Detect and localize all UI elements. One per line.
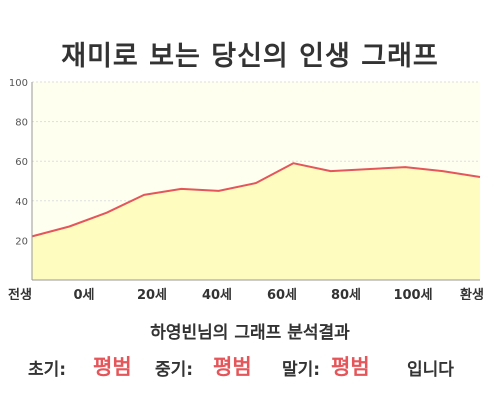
y-tick-label: 60	[15, 157, 28, 168]
result-suffix: 입니다	[407, 360, 454, 380]
middle-value: 평범	[213, 355, 252, 379]
y-tick-label: 80	[15, 118, 28, 129]
result-subtitle: 하영빈님의 그래프 분석결과	[150, 323, 350, 343]
middle-label: 중기:	[155, 360, 194, 380]
y-tick-label: 40	[15, 197, 28, 208]
life-graph-chart: 20 40 60 80 100 전생 0세 20세 40세 60세 80세 100세 환생	[8, 78, 484, 300]
chart-title: 재미로 보는 당신의 인생 그래프	[61, 41, 439, 72]
result-line: 초기: 평범 중기: 평범 말기: 평범 입니다	[0, 351, 500, 381]
x-axis-ticks: 전생 0세 20세 40세 60세 80세 100세 환생	[8, 287, 484, 300]
late-value: 평범	[331, 355, 370, 379]
x-tick-label: 40세	[202, 288, 232, 300]
y-tick-label: 20	[15, 236, 28, 247]
line-series	[31, 162, 481, 238]
life-line	[31, 162, 481, 238]
x-tick-label: 60세	[267, 288, 297, 300]
late-label: 말기:	[282, 360, 321, 380]
area-fill	[32, 163, 480, 280]
x-tick-label: 100세	[393, 288, 432, 300]
y-tick-label: 100	[9, 78, 28, 89]
x-tick-label: 0세	[73, 288, 94, 300]
x-tick-label: 전생	[8, 287, 32, 300]
x-tick-label: 80세	[331, 288, 361, 300]
early-label: 초기:	[28, 360, 67, 380]
x-tick-label: 환생	[460, 287, 484, 300]
y-axis-ticks: 20 40 60 80 100	[9, 78, 28, 247]
area-series	[32, 163, 480, 280]
x-tick-label: 20세	[137, 288, 167, 300]
early-value: 평범	[93, 355, 132, 379]
